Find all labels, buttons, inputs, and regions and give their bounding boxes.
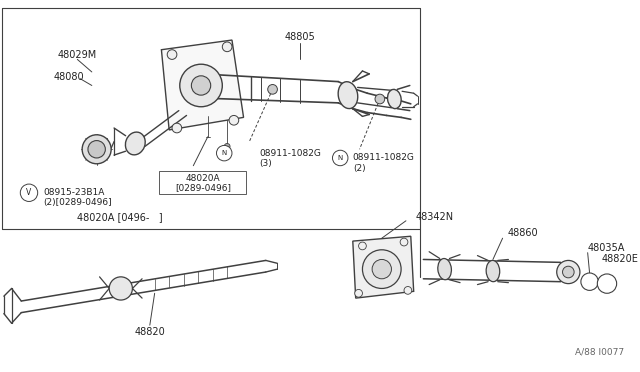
Circle shape xyxy=(88,141,106,158)
Circle shape xyxy=(355,289,362,297)
Text: A/88 I0077: A/88 I0077 xyxy=(575,348,624,357)
Polygon shape xyxy=(161,40,244,130)
Text: 48805: 48805 xyxy=(284,32,315,42)
Circle shape xyxy=(180,64,222,107)
Circle shape xyxy=(333,150,348,166)
Circle shape xyxy=(172,123,182,133)
Circle shape xyxy=(216,145,232,161)
Circle shape xyxy=(404,286,412,294)
Circle shape xyxy=(109,277,132,300)
Text: 48020A [0496-   ]: 48020A [0496- ] xyxy=(77,212,163,222)
Circle shape xyxy=(375,94,385,104)
Circle shape xyxy=(362,250,401,288)
Text: 48342N: 48342N xyxy=(415,212,454,222)
Text: [0289-0496]: [0289-0496] xyxy=(175,183,231,192)
Text: 48820: 48820 xyxy=(134,327,165,337)
Circle shape xyxy=(222,42,232,52)
Circle shape xyxy=(557,260,580,283)
Ellipse shape xyxy=(387,89,401,109)
Bar xyxy=(159,170,246,194)
Circle shape xyxy=(581,273,598,291)
Circle shape xyxy=(563,266,574,278)
Text: (2)[0289-0496]: (2)[0289-0496] xyxy=(44,198,112,207)
Text: V: V xyxy=(26,188,31,197)
Text: 08911-1082G: 08911-1082G xyxy=(353,154,415,163)
Polygon shape xyxy=(353,236,413,298)
Circle shape xyxy=(191,76,211,95)
Ellipse shape xyxy=(338,82,358,109)
Text: (3): (3) xyxy=(259,159,272,168)
Text: 48029M: 48029M xyxy=(58,49,97,60)
Text: 48860: 48860 xyxy=(508,228,538,238)
Circle shape xyxy=(400,238,408,246)
Circle shape xyxy=(167,50,177,60)
Ellipse shape xyxy=(438,259,451,280)
Text: 48080: 48080 xyxy=(53,72,84,82)
Circle shape xyxy=(20,184,38,202)
Text: 08911-1082G: 08911-1082G xyxy=(259,149,321,158)
Circle shape xyxy=(82,135,111,164)
Circle shape xyxy=(229,115,239,125)
Circle shape xyxy=(268,84,277,94)
Text: 48020A: 48020A xyxy=(186,174,220,183)
Text: N: N xyxy=(221,150,227,156)
Text: 48820E: 48820E xyxy=(601,254,638,264)
Text: 48035A: 48035A xyxy=(588,243,625,253)
Ellipse shape xyxy=(486,260,500,282)
Text: N: N xyxy=(337,155,343,161)
Circle shape xyxy=(372,259,392,279)
Text: 08915-23B1A: 08915-23B1A xyxy=(44,188,105,197)
Text: (2): (2) xyxy=(353,164,365,173)
Circle shape xyxy=(358,242,366,250)
Ellipse shape xyxy=(125,132,145,155)
Circle shape xyxy=(597,274,617,293)
Circle shape xyxy=(224,144,230,149)
